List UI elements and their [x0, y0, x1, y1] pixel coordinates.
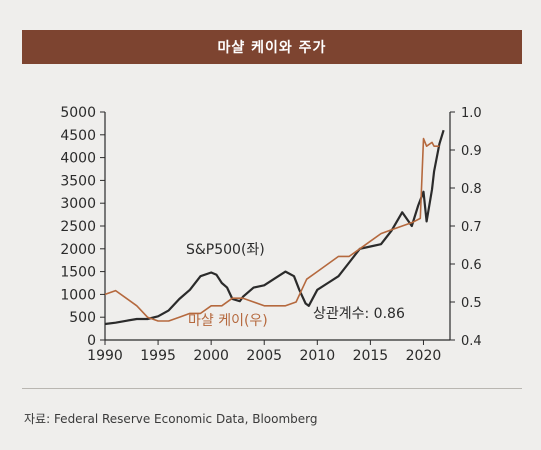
x-tick-label: 1990	[87, 348, 123, 364]
x-tick-label: 2000	[193, 348, 229, 364]
left-tick-label: 0	[87, 333, 96, 349]
right-tick-label: 0.4	[461, 334, 482, 349]
source-note: 자료: Federal Reserve Economic Data, Bloom…	[24, 412, 318, 426]
left-tick-label: 500	[69, 310, 96, 326]
right-tick-label: 0.6	[461, 258, 482, 273]
right-tick-label: 0.7	[461, 220, 482, 235]
left-tick-label: 3000	[60, 196, 96, 212]
x-tick-label: 1995	[140, 348, 176, 364]
x-tick-label: 2005	[246, 348, 282, 364]
marshall-k-series-label: 마샬 케이(우)	[188, 313, 268, 329]
sp500-line	[104, 129, 445, 326]
left-tick-label: 1000	[60, 287, 96, 303]
line-chart: 0 500 1000 1500 2000 2500 3000 3500 4000 4500 5000…	[60, 105, 482, 364]
left-tick-label: 2000	[60, 242, 96, 258]
right-tick-label: 0.8	[461, 182, 482, 197]
marshall-k-line	[104, 137, 440, 322]
chart-title-banner: 마샬 케이와 주가	[22, 30, 522, 64]
right-tick-label: 0.5	[461, 296, 482, 311]
divider	[22, 388, 522, 389]
chart-title: 마샬 케이와 주가	[217, 40, 327, 56]
correlation-label: 상관계수: 0.86	[313, 306, 405, 322]
right-tick-label: 1.0	[461, 106, 482, 121]
left-tick-label: 3500	[60, 173, 96, 189]
left-tick-label: 4500	[60, 128, 96, 144]
left-tick-label: 2500	[60, 219, 96, 235]
right-tick-label: 0.9	[461, 144, 482, 159]
x-tick-label: 2015	[353, 348, 389, 364]
left-tick-label: 5000	[60, 105, 96, 121]
x-tick-label: 2010	[299, 348, 335, 364]
x-tick-label: 2020	[406, 348, 442, 364]
sp500-series-label: S&P500(좌)	[186, 242, 265, 258]
left-tick-label: 1500	[60, 265, 96, 281]
left-tick-label: 4000	[60, 151, 96, 167]
